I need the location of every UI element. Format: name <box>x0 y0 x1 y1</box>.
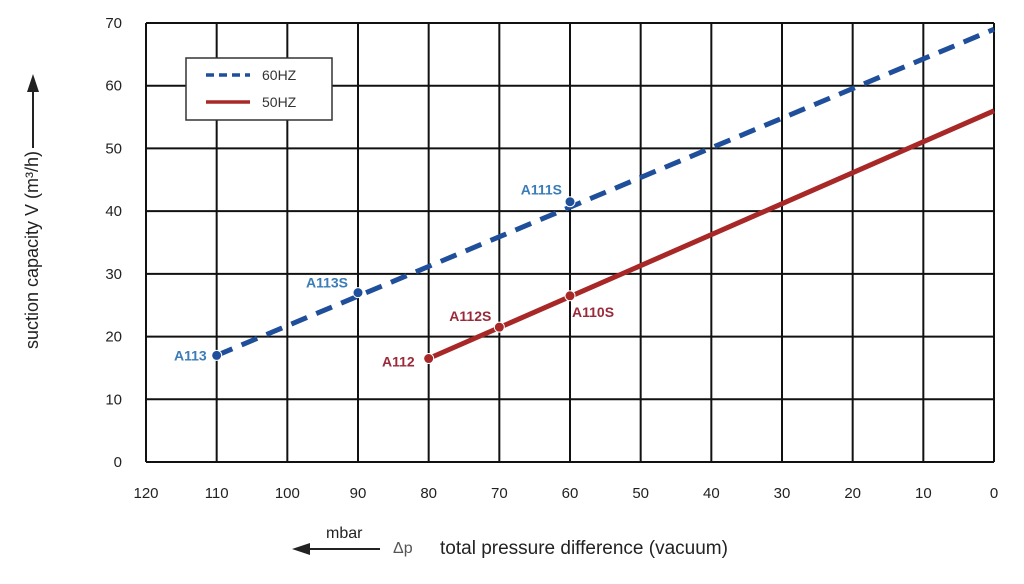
y-tick-label: 30 <box>105 266 122 283</box>
point-label: A113S <box>306 275 348 291</box>
y-tick-label: 20 <box>105 329 122 346</box>
data-point <box>564 196 576 208</box>
y-tick-label: 50 <box>105 140 122 157</box>
point-label: A111S <box>521 182 562 198</box>
point-label: A112S <box>449 308 491 324</box>
y-tick-label: 0 <box>114 454 122 471</box>
y-tick-label: 40 <box>105 203 122 220</box>
x-tick-label: 110 <box>205 485 229 502</box>
point-label: A110S <box>572 304 614 320</box>
x-tick-label: 120 <box>133 485 158 502</box>
x-tick-label: 100 <box>275 485 300 502</box>
x-tick-label: 0 <box>990 485 998 502</box>
data-point <box>564 290 576 302</box>
series-lines <box>215 26 996 361</box>
data-point <box>352 287 364 299</box>
series-line-60hz <box>215 26 995 358</box>
y-axis-label: suction capacity V (m³/h) <box>22 151 42 349</box>
data-points: A113 A113S A111S A112 A112S A110S <box>174 182 614 370</box>
x-tick-label: 10 <box>915 485 932 502</box>
x-tick-label: 50 <box>632 485 649 502</box>
x-axis-arrow-icon <box>292 543 310 555</box>
x-tick-label: 40 <box>703 485 720 502</box>
x-tick-labels: 120 110 100 90 80 70 60 50 40 30 20 10 0 <box>133 485 998 502</box>
x-tick-label: 90 <box>350 485 367 502</box>
legend-box <box>185 57 333 121</box>
data-point <box>423 353 435 365</box>
y-tick-label: 70 <box>105 15 122 32</box>
y-axis-title: suction capacity V (m³/h) <box>22 74 42 349</box>
point-label: A112 <box>382 354 415 370</box>
x-axis-label: total pressure difference (vacuum) <box>440 538 728 559</box>
x-axis-unit: mbar <box>326 525 363 542</box>
x-axis-title: mbar Δp total pressure difference (vacuu… <box>292 525 728 559</box>
x-tick-label: 80 <box>420 485 437 502</box>
data-point <box>493 321 505 333</box>
point-label: A113 <box>174 347 207 363</box>
y-tick-label: 10 <box>105 391 122 408</box>
data-point <box>211 349 223 361</box>
x-tick-label: 60 <box>562 485 579 502</box>
x-tick-label: 20 <box>844 485 861 502</box>
x-axis-symbol: Δp <box>393 540 413 557</box>
legend-label-50hz: 50HZ <box>262 94 297 110</box>
y-axis-arrow-icon <box>27 74 39 92</box>
series-line-50hz <box>427 108 996 361</box>
x-tick-label: 70 <box>491 485 508 502</box>
x-tick-label: 30 <box>774 485 791 502</box>
y-tick-labels: 0 10 20 30 40 50 60 70 <box>105 15 122 471</box>
y-tick-label: 60 <box>105 78 122 95</box>
legend-label-60hz: 60HZ <box>262 67 297 83</box>
legend: 60HZ 50HZ <box>185 57 333 121</box>
